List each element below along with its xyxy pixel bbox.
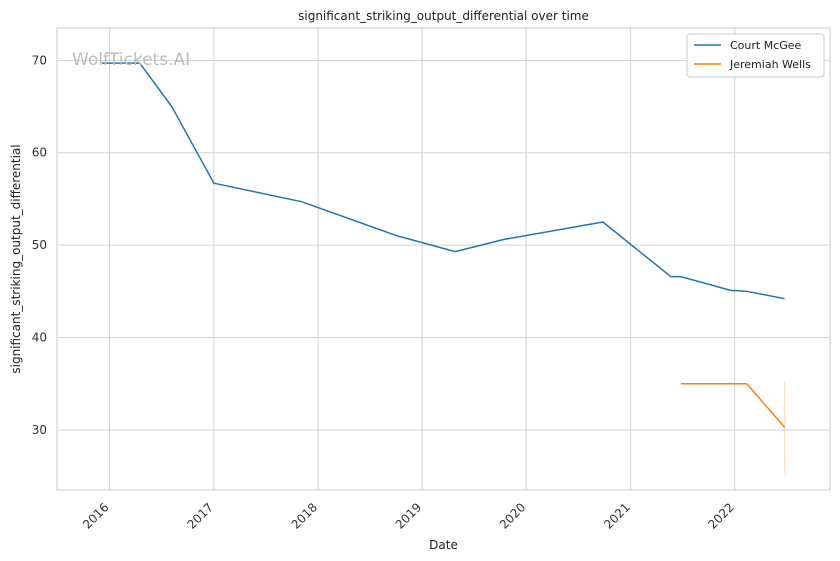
x-tick-label: 2018 <box>289 500 320 531</box>
y-tick-label: 60 <box>32 146 47 160</box>
x-tick-label: 2019 <box>393 500 424 531</box>
x-tick-labels: 2016 2017 2018 2019 2020 2021 2022 <box>80 500 737 531</box>
y-axis-label: significant_striking_output_differential <box>9 144 23 373</box>
legend-label-jeremiah-wells: Jeremiah Wells <box>729 58 811 71</box>
y-tick-label: 40 <box>32 331 47 345</box>
x-tick-label: 2021 <box>601 500 632 531</box>
y-tick-labels: 30 40 50 60 70 <box>32 53 47 437</box>
y-tick-label: 30 <box>32 423 47 437</box>
plot-area <box>56 27 831 491</box>
x-tick-label: 2022 <box>705 500 736 531</box>
x-axis-label: Date <box>429 538 458 552</box>
series-line-1 <box>680 382 786 428</box>
series-lines <box>101 62 786 474</box>
legend-box <box>686 33 825 78</box>
gridlines <box>57 28 830 490</box>
x-tick-label: 2020 <box>497 500 528 531</box>
legend-label-court-mcgee: Court McGee <box>730 39 802 52</box>
y-tick-label: 50 <box>32 238 47 252</box>
legend: Court McGee Jeremiah Wells <box>686 33 825 78</box>
series-line-0 <box>101 62 785 300</box>
chart-title: significant_striking_output_differential… <box>298 9 589 23</box>
x-tick-label: 2016 <box>80 500 111 531</box>
y-tick-label: 70 <box>32 53 47 67</box>
watermark: WolfTickets.AI <box>72 50 190 70</box>
x-tick-label: 2017 <box>185 500 216 531</box>
